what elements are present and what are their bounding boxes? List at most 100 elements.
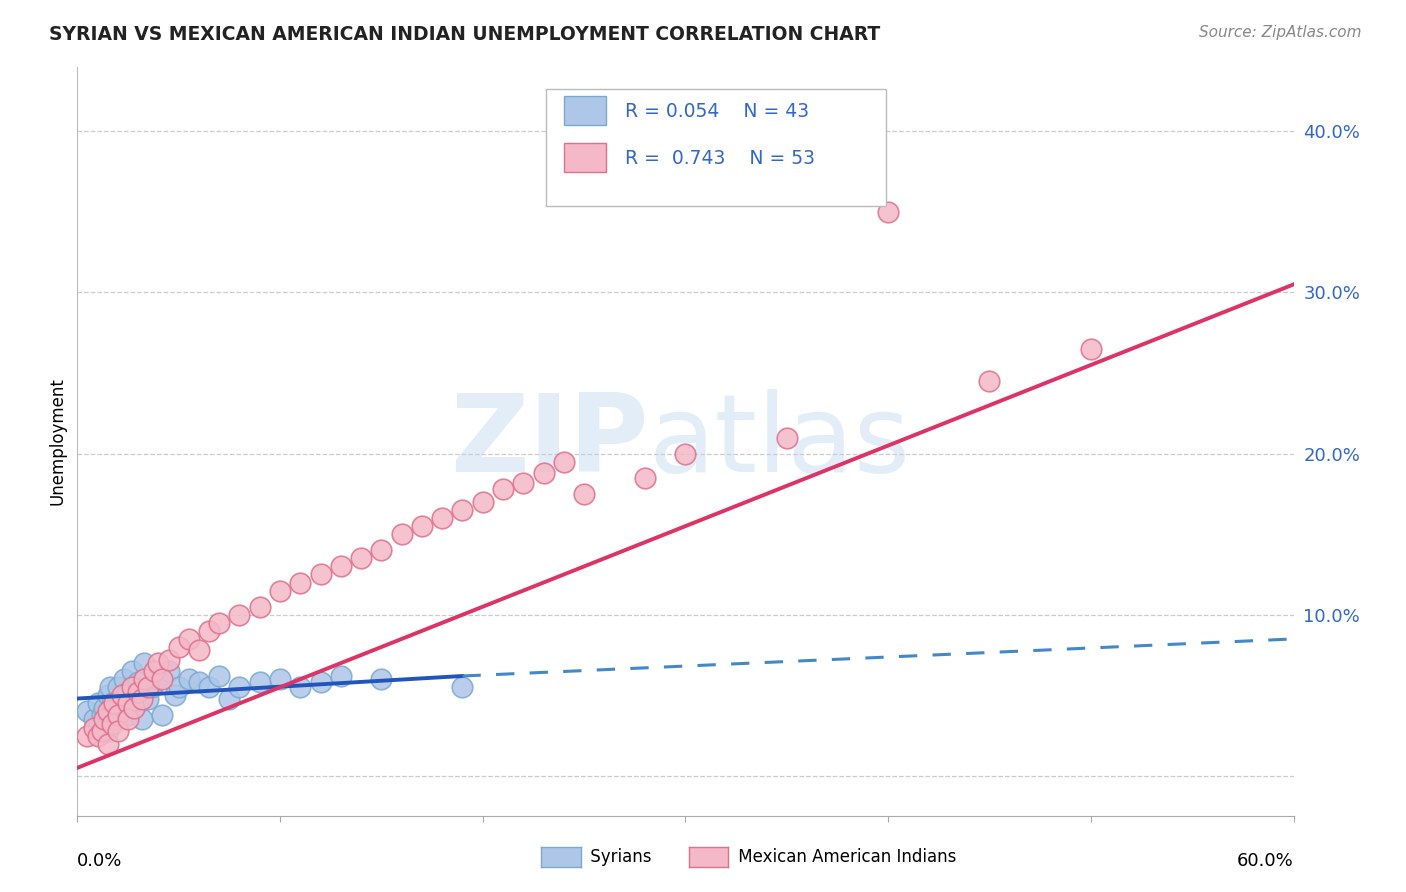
Point <box>208 669 231 683</box>
Point <box>269 672 291 686</box>
Point <box>136 691 159 706</box>
Y-axis label: Unemployment: Unemployment <box>48 377 66 506</box>
Point <box>103 697 125 711</box>
Point <box>97 705 120 719</box>
Point <box>107 723 129 738</box>
Point <box>675 447 697 461</box>
Point <box>350 551 373 566</box>
Text: 0.0%: 0.0% <box>77 852 122 870</box>
Point <box>148 656 170 670</box>
Point <box>290 575 312 590</box>
Point <box>111 689 134 703</box>
Point <box>107 680 129 694</box>
Point <box>107 707 129 722</box>
Point <box>127 697 149 711</box>
Point <box>83 721 105 735</box>
Point <box>553 455 575 469</box>
Point <box>198 624 221 638</box>
Text: 60.0%: 60.0% <box>1237 852 1294 870</box>
Point <box>117 685 139 699</box>
Point <box>76 705 98 719</box>
Point <box>127 675 149 690</box>
Point <box>117 697 139 711</box>
Point <box>121 664 143 678</box>
Point <box>451 680 474 694</box>
Point <box>101 717 124 731</box>
Point <box>117 707 139 722</box>
Point <box>86 697 108 711</box>
Point <box>97 689 120 703</box>
Point <box>309 567 332 582</box>
Point <box>117 713 139 727</box>
Point <box>634 471 657 485</box>
Text: R = 0.054    N = 43: R = 0.054 N = 43 <box>624 103 808 121</box>
Point <box>93 701 115 715</box>
Point <box>1080 342 1102 356</box>
Point <box>309 675 332 690</box>
Point <box>471 495 494 509</box>
Point <box>228 680 250 694</box>
Point <box>329 559 352 574</box>
FancyBboxPatch shape <box>546 89 886 205</box>
Point <box>83 713 105 727</box>
Point <box>86 721 108 735</box>
Point <box>90 707 112 722</box>
Point <box>249 675 271 690</box>
Text: Syrians: Syrians <box>585 848 651 866</box>
Point <box>877 205 900 219</box>
Point <box>86 729 108 743</box>
Point <box>134 656 156 670</box>
Point <box>103 713 125 727</box>
Point <box>98 680 121 694</box>
Point <box>122 701 145 715</box>
Point <box>391 527 413 541</box>
Point <box>451 503 474 517</box>
Point <box>111 691 134 706</box>
Point <box>290 680 312 694</box>
Point <box>572 487 595 501</box>
Text: Source: ZipAtlas.com: Source: ZipAtlas.com <box>1198 25 1361 40</box>
Point <box>101 697 124 711</box>
Point <box>157 653 180 667</box>
Point <box>148 672 170 686</box>
Point <box>188 675 211 690</box>
Point <box>370 543 392 558</box>
Point <box>198 680 221 694</box>
Point <box>411 519 433 533</box>
Text: R =  0.743    N = 53: R = 0.743 N = 53 <box>624 149 814 168</box>
Point <box>131 691 153 706</box>
Point <box>776 430 799 444</box>
Point <box>122 701 145 715</box>
Point <box>218 691 240 706</box>
Point <box>979 374 1001 388</box>
Point <box>157 664 180 678</box>
Point <box>127 685 149 699</box>
Point <box>97 737 120 751</box>
Point <box>152 707 174 722</box>
Point <box>141 680 163 694</box>
Point <box>228 607 250 622</box>
Point <box>143 664 166 678</box>
Point <box>93 713 115 727</box>
Point <box>370 672 392 686</box>
Text: ZIP: ZIP <box>450 389 650 494</box>
Point <box>131 713 153 727</box>
Point <box>152 672 174 686</box>
Point <box>269 583 291 598</box>
Point <box>329 669 352 683</box>
Point <box>167 640 190 654</box>
Text: Mexican American Indians: Mexican American Indians <box>733 848 956 866</box>
Point <box>188 643 211 657</box>
Point <box>533 466 555 480</box>
Point <box>121 680 143 694</box>
Point <box>107 705 129 719</box>
Point <box>76 729 98 743</box>
Point <box>136 680 159 694</box>
Bar <box>564 143 606 172</box>
Point <box>249 599 271 614</box>
Point <box>163 689 186 703</box>
Text: atlas: atlas <box>650 389 911 494</box>
Point <box>90 723 112 738</box>
Point <box>177 632 200 646</box>
Point <box>512 475 534 490</box>
